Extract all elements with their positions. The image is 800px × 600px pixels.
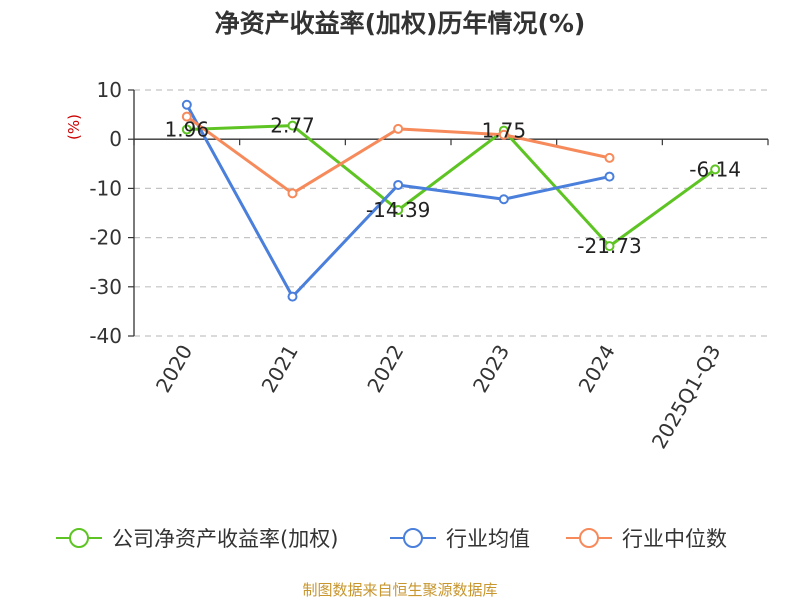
- data-label-2022: -14.39: [366, 198, 430, 222]
- grid-lines: [134, 89, 768, 337]
- y-tick-label--40: -40: [89, 324, 122, 348]
- data-label-2025Q1-Q3: -6.14: [689, 157, 741, 181]
- legend-label-1: 行业均值: [446, 527, 530, 551]
- y-tick-label--30: -30: [89, 275, 122, 299]
- data-label-2020: 1.96: [165, 118, 210, 142]
- x-tick-label-2023: 2023: [468, 341, 514, 397]
- series-lines: [181, 99, 721, 302]
- y-tick-label--20: -20: [89, 226, 122, 250]
- data-labels: 1.96 2.77 -14.39 1.75 -21.73 -6.14: [165, 114, 741, 259]
- x-tick-label-2022: 2022: [362, 341, 408, 397]
- chart-title: 净资产收益率(加权)历年情况(%): [215, 9, 586, 38]
- y-axis-unit-label: (%): [65, 114, 83, 140]
- series-0-point-2024: [604, 241, 615, 252]
- legend: 公司净资产收益率(加权) 行业均值 行业中位数: [56, 527, 727, 551]
- series-0-point-2021: [287, 120, 298, 131]
- legend-item-2: 行业中位数: [566, 527, 727, 551]
- data-label-2023: 1.75: [482, 119, 527, 143]
- series-2-point-2020: [181, 111, 192, 122]
- series-0-point-2022: [393, 204, 404, 215]
- legend-item-0: 公司净资产收益率(加权): [56, 527, 338, 551]
- series-1-point-2023: [498, 194, 509, 205]
- x-tick-label-2025Q1-Q3: 2025Q1-Q3: [647, 341, 726, 453]
- series-2-point-2021: [287, 188, 298, 199]
- series-0-point-2025Q1-Q3: [710, 164, 721, 175]
- y-tick-label-0: 0: [109, 127, 122, 151]
- series-2-point-2023: [498, 129, 509, 140]
- source-note: 制图数据来自恒生聚源数据库: [302, 581, 497, 599]
- y-tick-label--10: -10: [89, 176, 122, 200]
- legend-marker-0: [69, 528, 89, 548]
- legend-marker-1: [403, 528, 423, 548]
- data-label-2024: -21.73: [577, 234, 641, 258]
- series-1-point-2022: [393, 179, 404, 190]
- series-2-point-2024: [604, 152, 615, 163]
- series-1-point-2020: [181, 99, 192, 110]
- legend-marker-2: [579, 528, 599, 548]
- series-2-point-2022: [393, 123, 404, 134]
- series-1-point-2024: [604, 171, 615, 182]
- legend-label-2: 行业中位数: [622, 527, 727, 551]
- x-tick-label-2024: 2024: [574, 341, 620, 397]
- legend-label-0: 公司净资产收益率(加权): [112, 527, 338, 551]
- series-0-point-2020: [181, 124, 192, 135]
- series-1-point-2021: [287, 291, 298, 302]
- series-line-0: [186, 124, 717, 248]
- legend-item-1: 行业均值: [390, 527, 530, 551]
- x-tick-label-2021: 2021: [257, 341, 303, 397]
- data-label-2021: 2.77: [270, 114, 315, 138]
- x-tick-label-2020: 2020: [151, 341, 197, 397]
- y-tick-label-10: 10: [97, 78, 122, 102]
